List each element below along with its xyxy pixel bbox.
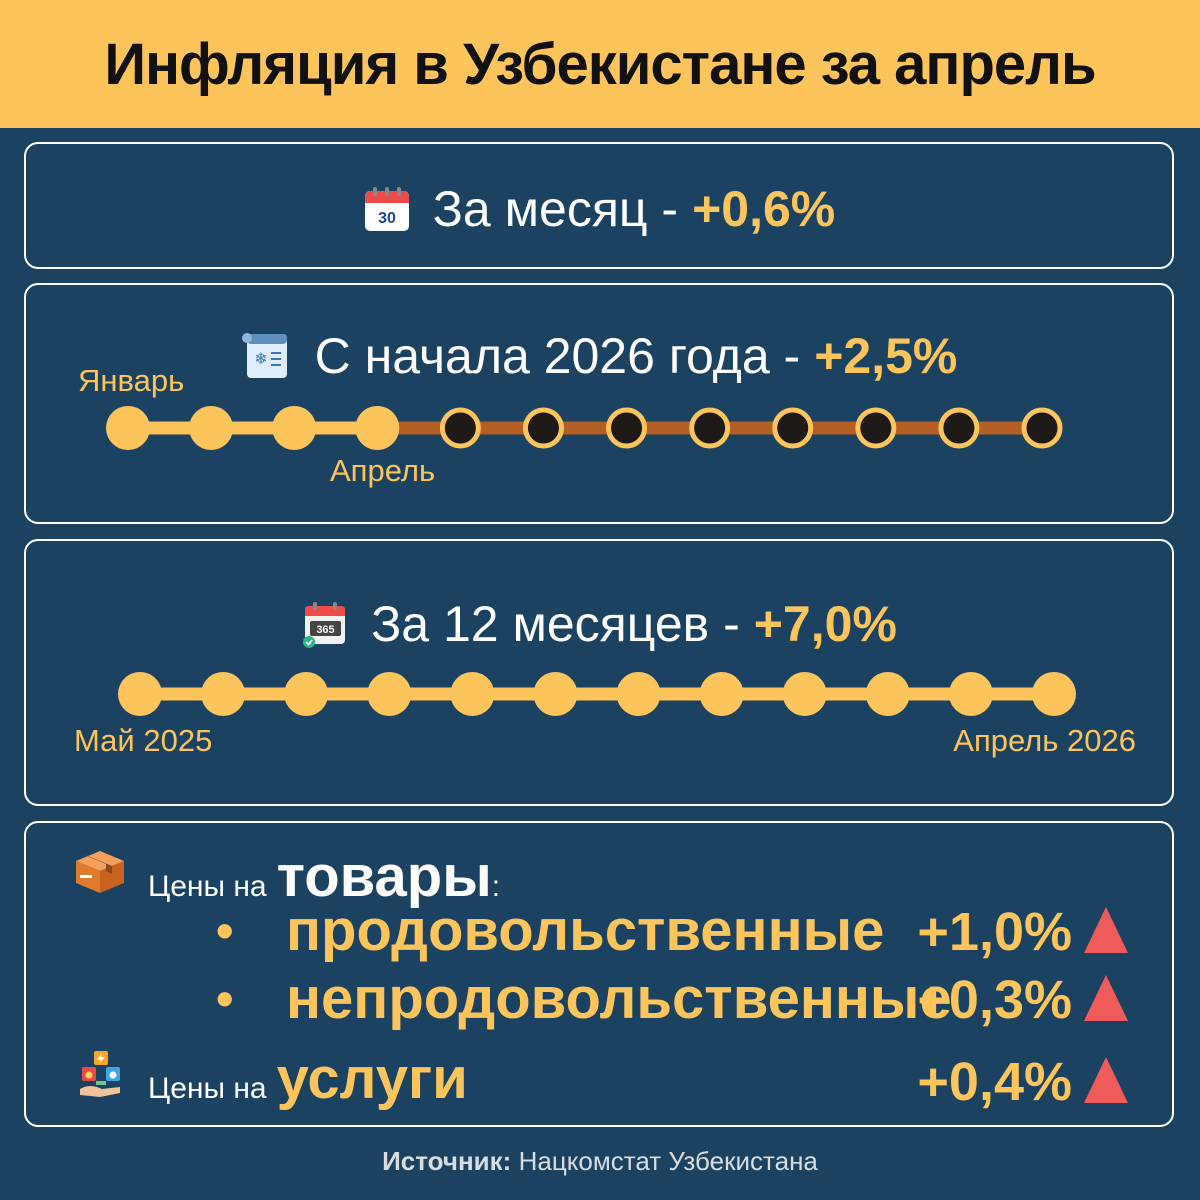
bullet-marker: • (216, 902, 234, 959)
twelve-month-row: 365 За 12 месяцев - +7,0% (26, 595, 1172, 653)
calendar-30-icon: 30 (363, 185, 411, 233)
ytd-row: ❄ С начала 2026 года - +2,5% (26, 327, 1172, 385)
month-dot-inactive (1021, 407, 1063, 449)
month-dot-active (865, 672, 910, 716)
month-dot-active (201, 672, 246, 716)
month-dot-active (284, 672, 329, 716)
prices-card: Цены на товары : • продовольственные +1,… (24, 821, 1174, 1127)
up-arrow-icon (1084, 907, 1128, 953)
month-dot-active (118, 672, 162, 716)
svg-text:❄: ❄ (254, 349, 267, 368)
bullet-marker: • (216, 970, 234, 1027)
twelve-end-label: Апрель 2026 (953, 723, 1136, 758)
month-dot-active (189, 406, 234, 450)
services-value: +0,4% (917, 1052, 1072, 1112)
goods-prefix: Цены на (148, 870, 267, 903)
goods-item-label: продовольственные (286, 898, 885, 963)
month-dot-inactive (522, 407, 564, 449)
goods-item-nonfood: • непродовольственные (216, 965, 952, 1032)
monthly-card: 30 За месяц - +0,6% (24, 142, 1174, 269)
month-dot-active (699, 672, 744, 716)
header-bar: Инфляция в Узбекистане за апрель (0, 0, 1200, 128)
box-icon (72, 847, 128, 900)
ytd-label: С начала 2026 года - (314, 328, 801, 384)
services-prefix: Цены на (148, 1072, 267, 1105)
up-arrow-icon (1084, 1057, 1128, 1103)
monthly-label: За месяц - (432, 181, 679, 237)
source-label: Источник: (382, 1146, 512, 1176)
month-dot-active (106, 406, 150, 450)
goods-word: товары (276, 844, 492, 909)
ytd-current-label: Апрель (330, 453, 436, 488)
utilities-services-icon (76, 1049, 126, 1106)
month-dot-active (355, 406, 400, 450)
month-dot-active (616, 672, 661, 716)
month-dot-active (272, 406, 317, 450)
monthly-value: +0,6% (692, 181, 836, 237)
services-heading: Цены на услуги (148, 1045, 468, 1112)
monthly-row: 30 За месяц - +0,6% (26, 180, 1172, 238)
goods-item-food: • продовольственные (216, 897, 884, 964)
goods-item-label: непродовольственные (286, 966, 952, 1031)
source-text: Нацкомстат Узбекистана (518, 1146, 818, 1176)
month-dot-active (533, 672, 578, 716)
month-dot-inactive (689, 407, 731, 449)
month-dot-inactive (606, 407, 648, 449)
twelve-month-value: +7,0% (753, 596, 897, 652)
page-title: Инфляция в Узбекистане за апрель (104, 31, 1096, 97)
goods-item-value: +0,3% (917, 970, 1072, 1030)
goods-item-value: +1,0% (917, 902, 1072, 962)
calendar-day-text: 30 (378, 210, 396, 227)
month-dot-active (782, 672, 827, 716)
services-word: услуги (276, 1046, 468, 1111)
source-line: Источник: Нацкомстат Узбекистана (0, 1146, 1200, 1177)
winter-calendar-icon: ❄ (241, 330, 293, 382)
ytd-value: +2,5% (814, 328, 958, 384)
month-dot-inactive (772, 407, 814, 449)
twelve-start-label: Май 2025 (74, 723, 213, 758)
ytd-start-label: Январь (78, 363, 185, 398)
twelve-month-timeline (118, 672, 1076, 716)
month-dot-active (1032, 672, 1076, 716)
calendar-365-text: 365 (316, 624, 334, 636)
month-dot-active (450, 672, 495, 716)
month-dot-active (367, 672, 412, 716)
goods-heading: Цены на товары : (148, 843, 500, 910)
month-dot-inactive (938, 407, 980, 449)
goods-colon: : (491, 870, 501, 903)
month-dot-inactive (439, 407, 481, 449)
month-dot-inactive (855, 407, 897, 449)
ytd-card: ❄ С начала 2026 года - +2,5% Январь Апре… (24, 283, 1174, 524)
calendar-365-icon: 365 (301, 600, 349, 648)
twelve-month-card: 365 За 12 месяцев - +7,0% Май 2025 Апрел… (24, 539, 1174, 806)
up-arrow-icon (1084, 975, 1128, 1021)
month-dot-active (948, 672, 993, 716)
twelve-month-label: За 12 месяцев - (371, 596, 740, 652)
ytd-month-timeline (106, 406, 1063, 450)
